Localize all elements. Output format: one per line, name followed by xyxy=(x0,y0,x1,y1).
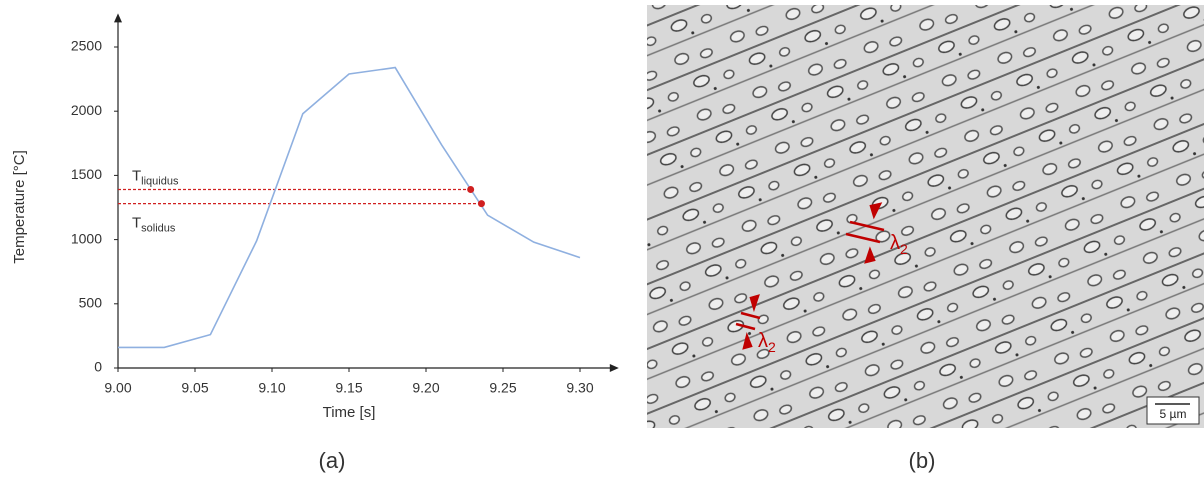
x-tick-label: 9.00 xyxy=(104,380,131,396)
panel-label: (b) xyxy=(909,448,936,473)
x-tick-label: 9.05 xyxy=(181,380,208,396)
x-tick-label: 9.10 xyxy=(258,380,285,396)
reference-label-base: T xyxy=(132,167,141,184)
y-axis-arrow xyxy=(114,13,122,22)
data-line xyxy=(118,68,580,348)
micrograph-image xyxy=(647,5,1204,428)
scale-bar-label: 5 µm xyxy=(1160,407,1187,421)
x-tick-label: 9.30 xyxy=(566,380,593,396)
marker xyxy=(478,200,485,207)
panel-label: (a) xyxy=(319,448,346,473)
x-tick-label: 9.25 xyxy=(489,380,516,396)
reference-label: Tliquidus xyxy=(132,167,179,187)
x-axis-arrow xyxy=(610,364,619,372)
y-tick-label: 0 xyxy=(94,359,102,375)
y-tick-label: 1500 xyxy=(71,166,102,182)
y-tick-label: 2500 xyxy=(71,38,102,54)
marker xyxy=(467,186,474,193)
reference-label-sub: liquidus xyxy=(141,175,179,187)
micrograph: λ2 λ2 5 µm xyxy=(647,5,1204,428)
figure: Temperature [°C] Time [s] λ2 λ2 5 µm (a)… xyxy=(0,0,1204,480)
annotation-symbol: λ xyxy=(758,330,768,352)
annotation-symbol: λ xyxy=(890,232,900,254)
y-axis-label: Temperature [°C] xyxy=(11,150,28,264)
annotation-sub: 2 xyxy=(768,339,776,355)
x-tick-label: 9.20 xyxy=(412,380,439,396)
y-tick-label: 1000 xyxy=(71,230,102,246)
x-axis-label: Time [s] xyxy=(323,404,376,421)
annotation-sub: 2 xyxy=(900,241,908,257)
reference-label: Tsolidus xyxy=(132,215,176,235)
reference-label-base: T xyxy=(132,215,141,232)
y-tick-label: 500 xyxy=(79,295,103,311)
reference-label-sub: solidus xyxy=(141,223,176,235)
y-tick-label: 2000 xyxy=(71,102,102,118)
x-tick-label: 9.15 xyxy=(335,380,362,396)
